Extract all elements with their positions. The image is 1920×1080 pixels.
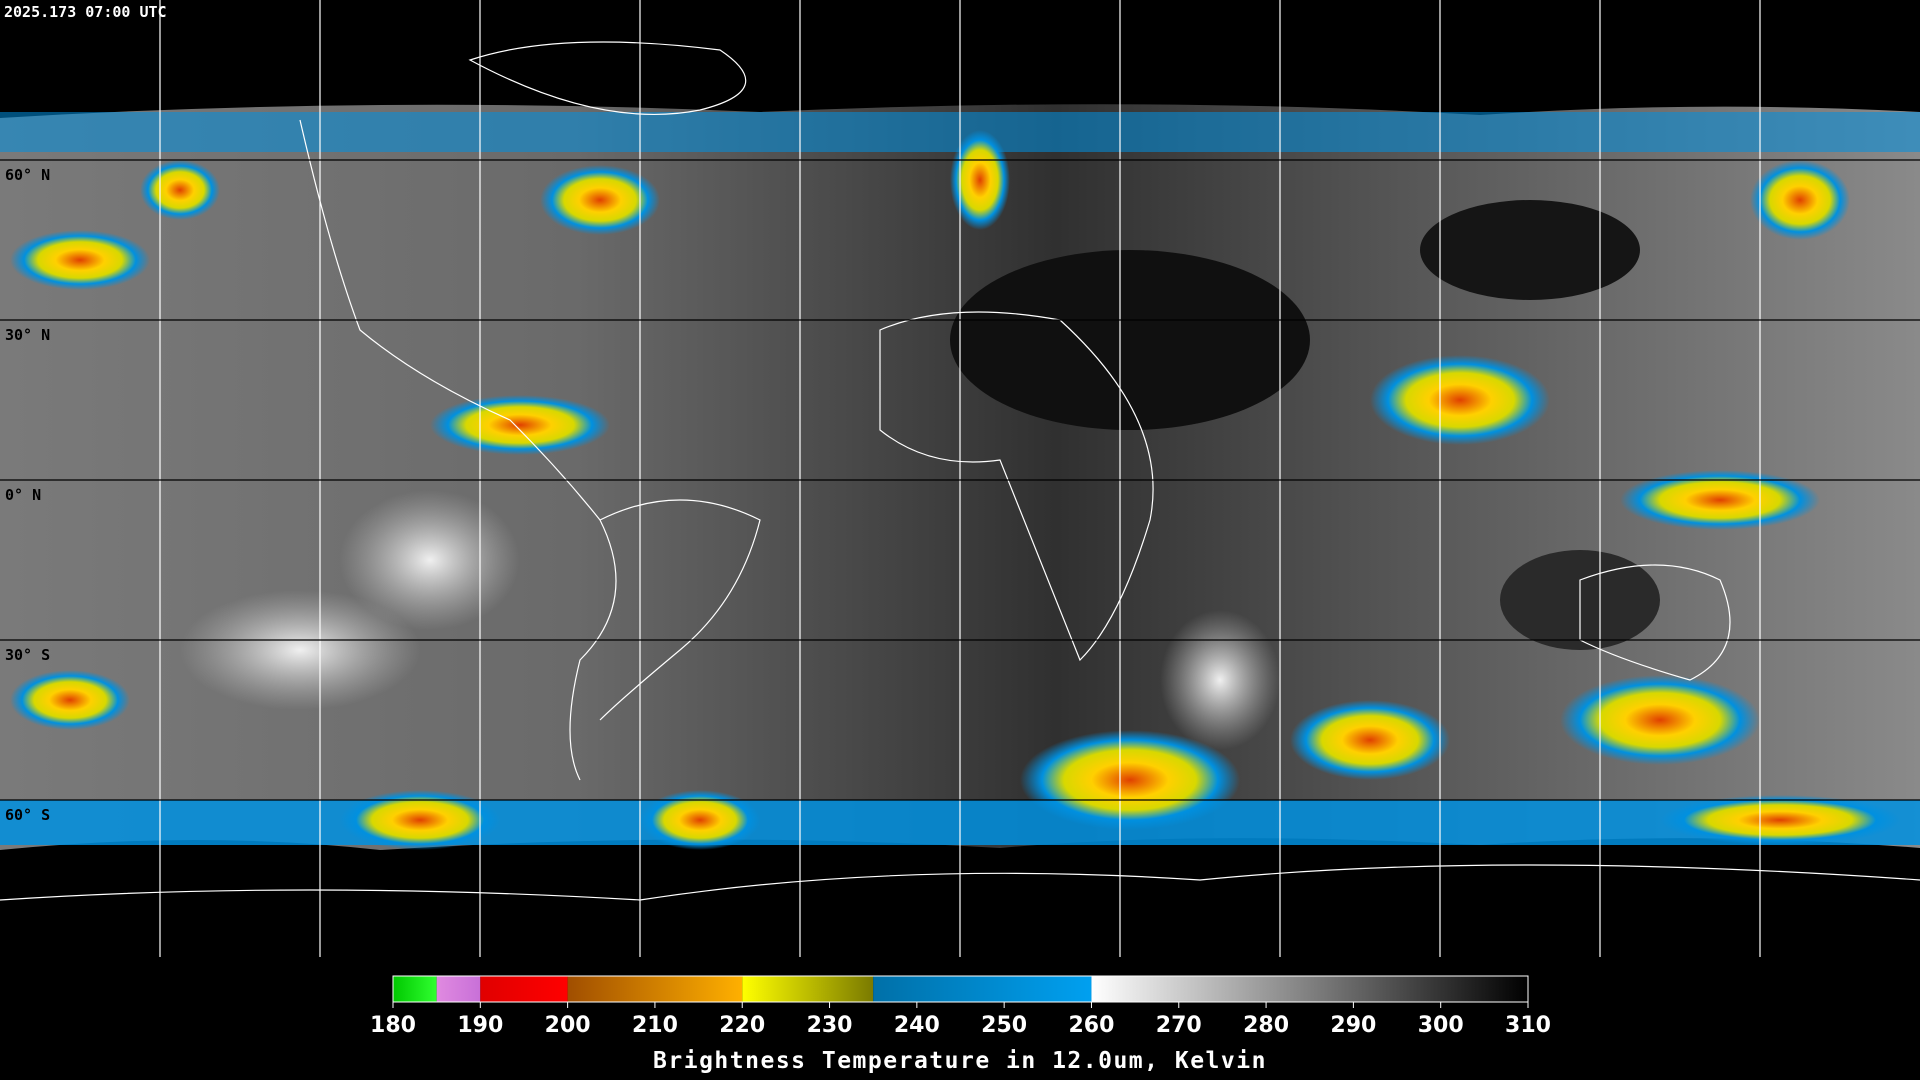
colorbar-segment [480, 976, 568, 1002]
colorbar: 180 190 200 210 220 230 240 250 260 270 280 290 300 3… [370, 975, 1551, 1038]
colorbar-tick-label: 270 [1156, 1013, 1202, 1038]
colorbar-segment [436, 976, 481, 1002]
colorbar-tick-label: 300 [1418, 1013, 1464, 1038]
latitude-label: 60° S [5, 806, 50, 824]
colorbar-tick-label: 290 [1330, 1013, 1376, 1038]
coastlines [0, 41, 1920, 901]
colorbar-tick-label: 250 [981, 1013, 1027, 1038]
colorbar-title: Brightness Temperature in 12.0um, Kelvin [653, 1048, 1267, 1074]
colorbar-tick-label: 240 [894, 1013, 940, 1038]
colorbar-tick-label: 200 [545, 1013, 591, 1038]
colorbar-tick-label: 210 [632, 1013, 678, 1038]
colorbar-tick-label: 190 [457, 1013, 503, 1038]
colorbar-tick-label: 310 [1505, 1013, 1551, 1038]
colorbar-frame [392, 975, 1529, 1003]
colorbar-tick-label: 260 [1068, 1013, 1114, 1038]
colorbar-tick-label: 180 [370, 1013, 416, 1038]
colorbar-segment [567, 976, 743, 1002]
colorbar-segment [1091, 976, 1528, 1002]
colorbar-segment [393, 976, 437, 1002]
colorbar-tick-label: 220 [719, 1013, 765, 1038]
latitude-label: 60° N [5, 166, 50, 184]
timestamp: 2025.173 07:00 UTC [4, 3, 167, 21]
colorbar-tick-label: 280 [1243, 1013, 1289, 1038]
latitude-label: 30° N [5, 326, 50, 344]
latitude-label: 0° N [5, 486, 41, 504]
colorbar-segment [873, 976, 1092, 1002]
latitude-label: 30° S [5, 646, 50, 664]
graticule [159, 0, 1761, 957]
colorbar-segment [742, 976, 874, 1002]
colorbar-tick-label: 230 [807, 1013, 853, 1038]
